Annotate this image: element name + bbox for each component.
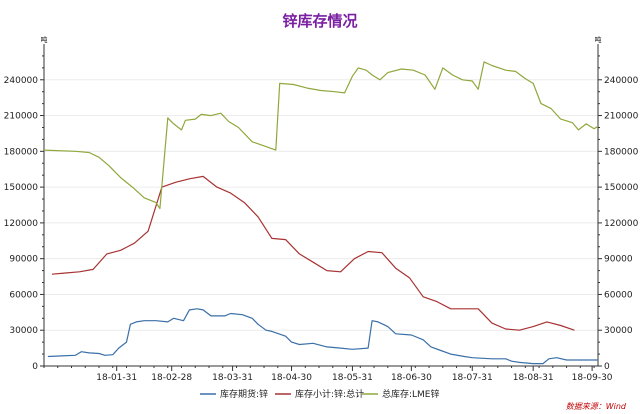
x-tick-label: 18-07-31 bbox=[452, 373, 493, 383]
right-y-tick-label: 0 bbox=[604, 362, 610, 372]
gridlines bbox=[40, 55, 602, 368]
left-y-tick-label: 30000 bbox=[9, 326, 38, 336]
series-line-2 bbox=[51, 175, 575, 331]
legend: 库存期货:锌 库存小计:锌:总计 总库存:LME锌 bbox=[200, 388, 440, 400]
left-y-tick-label: 0 bbox=[32, 362, 38, 372]
right-y-tick-label: 60000 bbox=[604, 290, 633, 300]
chart-title: 锌库存情况 bbox=[282, 12, 357, 30]
right-y-tick-label: 120000 bbox=[604, 219, 639, 229]
right-y-tick-label: 30000 bbox=[604, 326, 633, 336]
legend-label-1: 库存期货:锌 bbox=[220, 388, 268, 400]
left-y-tick-label: 150000 bbox=[4, 183, 39, 193]
left-y-tick-label: 210000 bbox=[4, 112, 39, 122]
left-y-tick-label: 180000 bbox=[4, 147, 39, 157]
x-tick-label: 18-08-31 bbox=[513, 373, 554, 383]
left-y-tick-labels: 0 30000 60000 90000 120000 150000 180000 210000… bbox=[4, 76, 39, 372]
right-y-tick-labels: 0 30000 60000 90000 120000 150000 180000 210000… bbox=[604, 76, 639, 372]
series-lines bbox=[43, 61, 599, 365]
left-y-tick-label: 60000 bbox=[9, 290, 38, 300]
series-line-1 bbox=[47, 308, 598, 365]
right-y-tick-label: 180000 bbox=[604, 147, 639, 157]
right-y-tick-label: 90000 bbox=[604, 255, 633, 265]
legend-label-3: 总库存:LME锌 bbox=[382, 388, 440, 400]
right-y-tick-label: 240000 bbox=[604, 76, 639, 86]
left-y-unit-label: 吨 bbox=[41, 35, 48, 44]
x-tick-label: 18-09-30 bbox=[572, 373, 613, 383]
legend-label-2: 库存小计:锌:总计 bbox=[295, 388, 364, 400]
x-tick-labels: 18-01-31 18-02-28 18-03-31 18-04-30 18-05-31… bbox=[96, 366, 613, 383]
x-tick-label: 18-06-30 bbox=[391, 373, 432, 383]
x-tick-label: 18-05-31 bbox=[332, 373, 373, 383]
x-tick-label: 18-02-28 bbox=[151, 373, 192, 383]
x-tick-label: 18-04-30 bbox=[271, 373, 312, 383]
series-line-3 bbox=[43, 61, 599, 210]
right-y-tick-label: 150000 bbox=[604, 183, 639, 193]
left-y-tick-label: 90000 bbox=[9, 255, 38, 265]
data-source-note: 数据来源：Wind bbox=[566, 402, 627, 411]
left-y-tick-label: 240000 bbox=[4, 76, 39, 86]
x-tick-label: 18-03-31 bbox=[212, 373, 253, 383]
right-y-unit-label: 吨 bbox=[595, 35, 602, 44]
right-y-tick-label: 210000 bbox=[604, 112, 639, 122]
left-y-tick-label: 120000 bbox=[4, 219, 39, 229]
x-tick-label: 18-01-31 bbox=[96, 373, 137, 383]
